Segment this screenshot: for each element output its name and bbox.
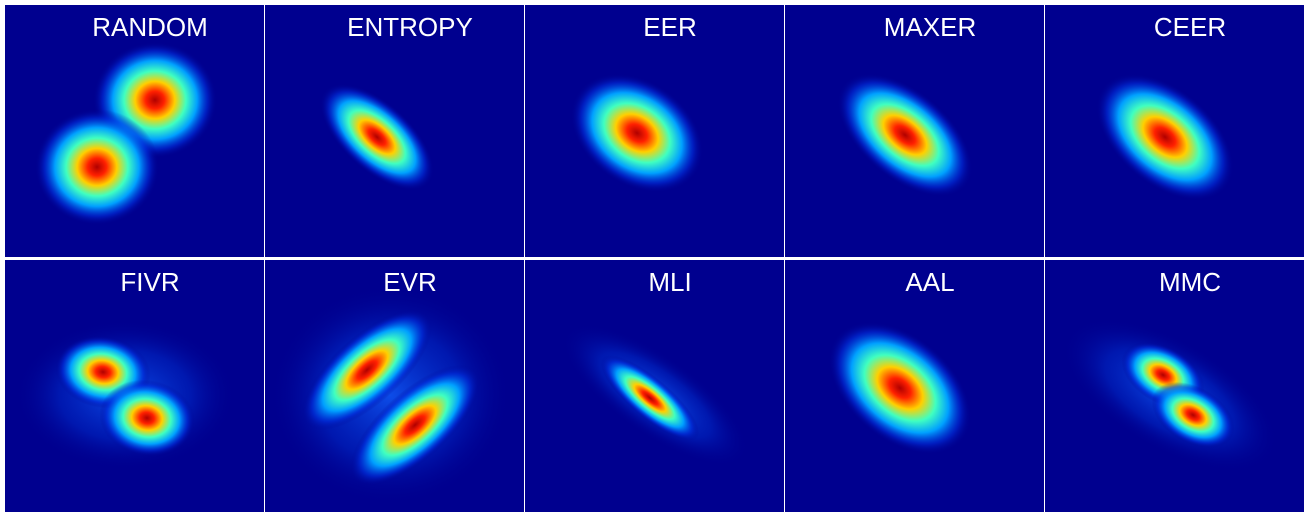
density-blob xyxy=(1096,73,1234,201)
heatmap xyxy=(15,320,235,470)
panel: EVR xyxy=(265,260,524,512)
heatmap xyxy=(837,73,973,197)
density-blob xyxy=(301,309,433,431)
panel: MMC xyxy=(1045,260,1304,512)
density-blob xyxy=(99,379,195,457)
panel-label: AAL xyxy=(905,267,954,297)
heatmap xyxy=(35,42,217,225)
panel-label: MAXER xyxy=(884,12,976,42)
panel: MAXER xyxy=(785,5,1044,257)
panel: MLI xyxy=(525,260,784,512)
panel: ENTROPY xyxy=(265,5,524,257)
heatmap xyxy=(1062,318,1278,472)
density-blob xyxy=(570,73,704,193)
panel-label: FIVR xyxy=(120,267,179,297)
panel-label: MLI xyxy=(648,267,691,297)
density-blob xyxy=(600,355,700,441)
heatmap xyxy=(320,83,434,191)
panel-label: EVR xyxy=(383,267,436,297)
panel-label: MMC xyxy=(1159,267,1221,297)
heatmap xyxy=(1096,73,1234,201)
panel: RANDOM xyxy=(5,5,264,257)
density-blob xyxy=(1151,381,1235,449)
density-blob xyxy=(320,83,434,191)
heatmap xyxy=(270,285,510,505)
heatmap xyxy=(828,321,972,455)
panel-label: ENTROPY xyxy=(347,12,473,42)
panel: EER xyxy=(525,5,784,257)
heatmap xyxy=(562,323,748,467)
panel: CEER xyxy=(1045,5,1304,257)
density-blob xyxy=(828,321,972,455)
density-blob xyxy=(35,109,159,225)
panel-label: EER xyxy=(643,12,696,42)
density-blob xyxy=(837,73,973,197)
panel-label: RANDOM xyxy=(92,12,208,42)
panel-label: CEER xyxy=(1154,12,1226,42)
heatmap xyxy=(570,73,704,193)
panel: AAL xyxy=(785,260,1044,512)
panel: FIVR xyxy=(5,260,264,512)
density-blob xyxy=(349,364,481,486)
